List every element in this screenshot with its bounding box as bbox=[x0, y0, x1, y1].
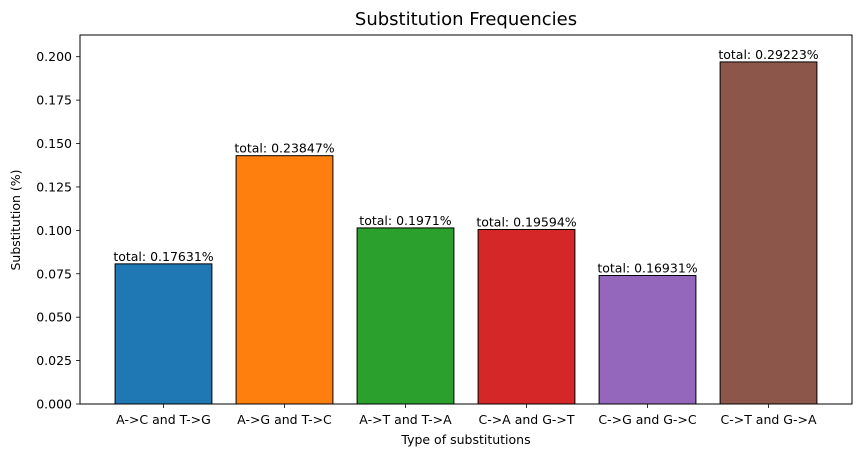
data-label-4: total: 0.19594% bbox=[476, 214, 576, 229]
axes-frame bbox=[79, 34, 853, 405]
x-tick-label-4: C->A and G->T bbox=[478, 412, 574, 427]
x-tick-label-6: C->T and G->A bbox=[720, 412, 816, 427]
bar-3 bbox=[356, 227, 455, 405]
y-tick-label-8: 0.175 bbox=[36, 93, 72, 108]
y-tick-label-5: 0.100 bbox=[36, 223, 72, 238]
y-tick-label-6: 0.125 bbox=[36, 179, 72, 194]
bar-2 bbox=[235, 155, 334, 405]
y-tick-label-7: 0.150 bbox=[36, 136, 72, 151]
x-axis-label: Type of substitutions bbox=[400, 432, 530, 447]
x-tick-label-2: A->G and T->C bbox=[237, 412, 332, 427]
plot-area: total: 0.17631% A->C and T->G total: 0.238… bbox=[36, 34, 853, 427]
y-tick-label-9: 0.200 bbox=[36, 49, 72, 64]
bar-6 bbox=[719, 61, 818, 405]
y-tick-label-3: 0.050 bbox=[36, 310, 72, 325]
bar-4 bbox=[477, 228, 576, 405]
data-label-3: total: 0.1971% bbox=[359, 213, 452, 228]
y-tick-label-4: 0.075 bbox=[36, 266, 72, 281]
data-label-6: total: 0.29223% bbox=[718, 47, 818, 62]
data-label-1: total: 0.17631% bbox=[113, 249, 213, 264]
bar-5 bbox=[598, 275, 697, 405]
bar-1 bbox=[114, 263, 213, 405]
y-tick-label-1: 0.000 bbox=[36, 397, 72, 412]
y-axis-label: Substitution (%) bbox=[8, 169, 23, 270]
data-label-2: total: 0.23847% bbox=[234, 141, 334, 156]
chart-title: Substitution Frequencies bbox=[355, 9, 577, 30]
x-tick-label-5: C->G and G->C bbox=[598, 412, 697, 427]
y-tick-label-2: 0.025 bbox=[36, 353, 72, 368]
data-label-5: total: 0.16931% bbox=[597, 261, 697, 276]
x-tick-label-1: A->C and T->G bbox=[116, 412, 211, 427]
x-tick-label-3: A->T and T->A bbox=[359, 412, 452, 427]
